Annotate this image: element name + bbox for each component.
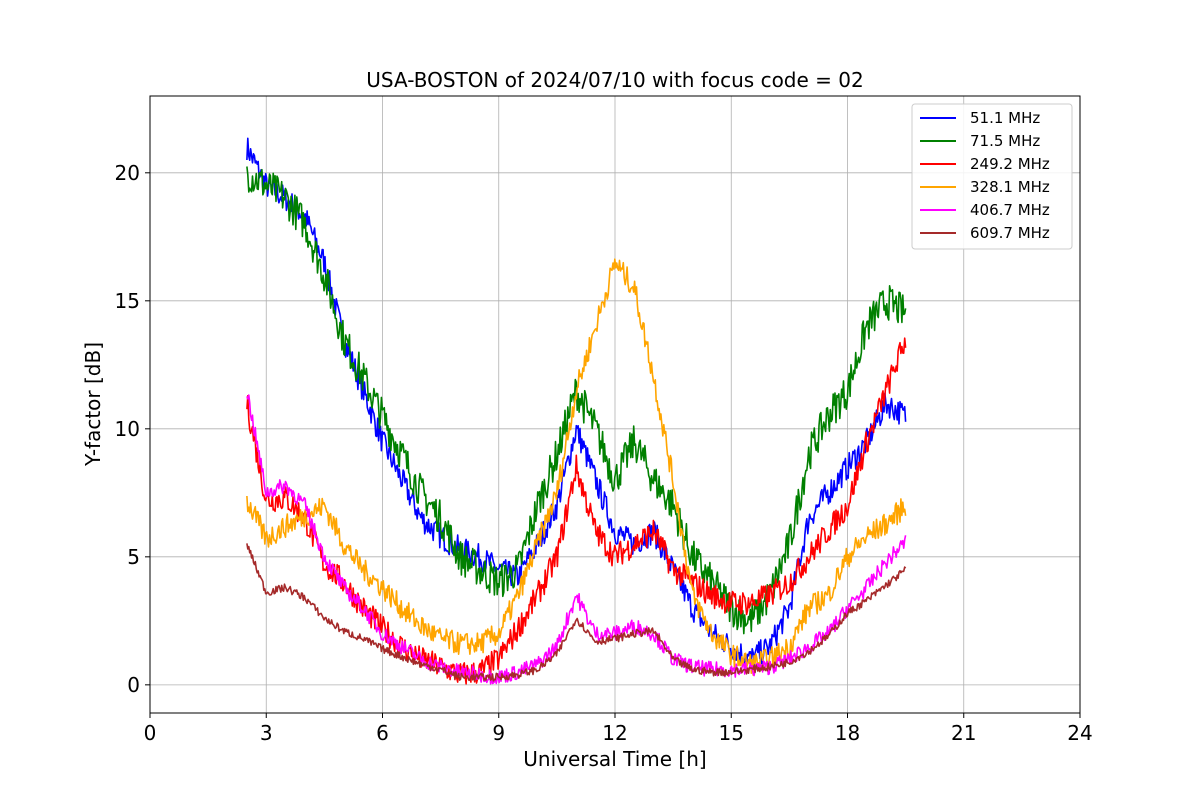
x-tick-label: 9 — [492, 721, 505, 745]
y-tick-label: 10 — [115, 417, 140, 441]
series-layer — [246, 137, 907, 685]
chart-title: USA-BOSTON of 2024/07/10 with focus code… — [366, 68, 863, 92]
legend-label: 406.7 MHz — [970, 201, 1050, 219]
legend-label: 71.5 MHz — [970, 132, 1040, 150]
legend-label: 51.1 MHz — [970, 109, 1040, 127]
x-tick-label: 6 — [376, 721, 389, 745]
y-tick-label: 20 — [115, 161, 140, 185]
x-tick-label: 15 — [719, 721, 744, 745]
y-axis-label: Y-factor [dB] — [81, 342, 105, 467]
x-tick-label: 12 — [602, 721, 627, 745]
series-line-1 — [246, 166, 907, 635]
legend-label: 328.1 MHz — [970, 178, 1050, 196]
x-tick-label: 3 — [260, 721, 273, 745]
ticks-layer: 0 3 6 9 12 15 18 21 24 0 5 10 15 20 — [115, 161, 1093, 745]
legend: 51.1 MHz 71.5 MHz 249.2 MHz 328.1 MHz 406.7… — [911, 103, 1073, 250]
x-tick-label: 24 — [1067, 721, 1092, 745]
series-line-5 — [246, 543, 907, 682]
x-axis-label: Universal Time [h] — [523, 747, 706, 771]
x-tick-label: 0 — [144, 721, 157, 745]
legend-label: 609.7 MHz — [970, 224, 1050, 242]
x-tick-label: 21 — [951, 721, 976, 745]
legend-items: 51.1 MHz 71.5 MHz 249.2 MHz 328.1 MHz 406.7… — [920, 109, 1050, 242]
series-line-2 — [246, 337, 907, 685]
y-tick-label: 5 — [127, 545, 140, 569]
y-tick-label: 0 — [127, 673, 140, 697]
series-line-3 — [246, 258, 907, 676]
legend-label: 249.2 MHz — [970, 155, 1050, 173]
y-tick-label: 15 — [115, 289, 140, 313]
x-tick-label: 18 — [835, 721, 860, 745]
